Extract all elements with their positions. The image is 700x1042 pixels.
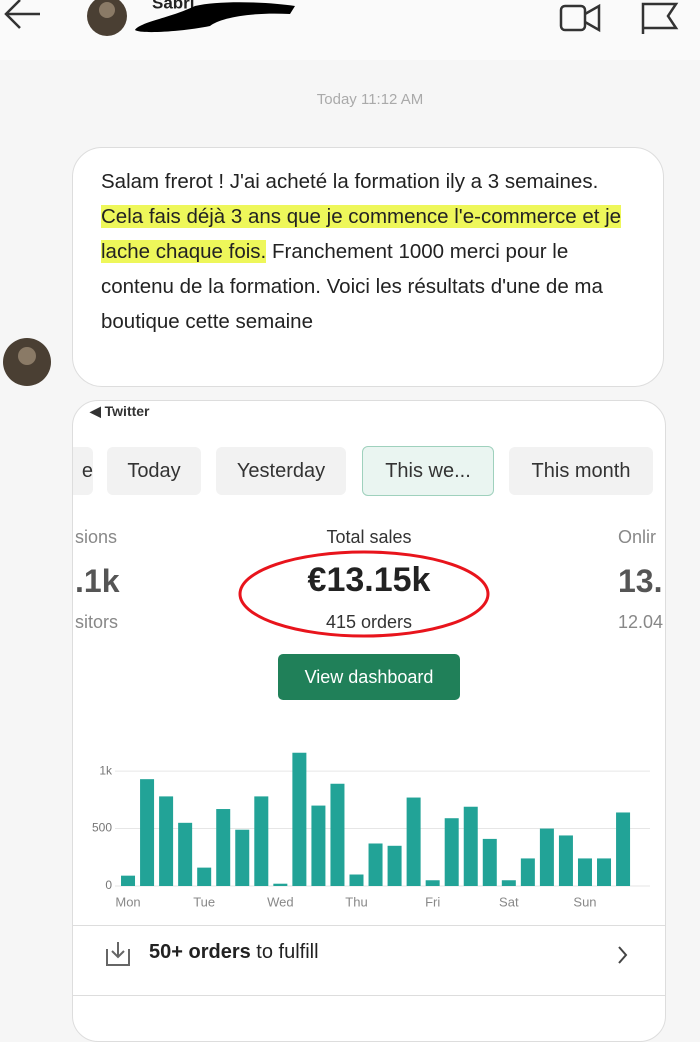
tab[interactable]: e [73,447,93,495]
metric-label: sions [75,527,118,547]
top-icons: Sabri [4,0,679,36]
chevron[interactable] [613,941,633,971]
metric-label: Total sales [326,527,412,547]
metric-value: €13.15k [307,561,431,599]
fulfill-count: 50+ orders [149,941,251,963]
download-icon [106,942,130,966]
top-bar: Sabri [0,0,700,60]
timestamp: Today 11:12 AM [316,91,424,108]
fulfill-icon [106,942,130,966]
source-label[interactable]: ◀ Twitter [90,403,150,419]
message-text: Franchement 1000 merci pour le contenu d… [101,240,603,333]
metric-label: Onlir [618,527,657,547]
analytics-card: ◀ Twitter e Today Yesterday This we... T… [72,400,666,1042]
contact-name: Sabri [152,0,195,12]
divider [73,925,665,926]
metric-value: 13. [618,563,663,599]
metric-value: .1k [75,563,120,599]
redaction [135,2,295,33]
tab[interactable]: Yesterday [216,447,346,495]
fulfill-row[interactable]: 50+ orders to fulfill [149,941,319,964]
avatar-face [18,347,36,365]
message-bubble: Salam frerot ! J'ai acheté la formation … [72,147,664,387]
metric-sub: sitors [75,612,119,632]
fulfill-text: to fulfill [256,941,319,963]
video-icon-lens [584,3,601,33]
tab-selected[interactable]: This we... [362,446,494,496]
sender-avatar [3,338,51,386]
message-text: Salam frerot ! J'ai acheté la formation … [101,170,599,193]
view-dashboard-button[interactable]: View dashboard [278,654,460,700]
back-arrow[interactable] [4,0,40,29]
tab[interactable]: This month [509,447,653,495]
flag-icon[interactable] [641,2,679,34]
metric-sub: 415 orders [325,612,413,632]
avatar-face [99,2,115,18]
metric-sub: 12.04 [618,612,664,632]
divider [73,995,665,996]
video-icon[interactable] [559,4,587,32]
tab[interactable]: Today [107,447,201,495]
chevron-path [618,946,628,964]
